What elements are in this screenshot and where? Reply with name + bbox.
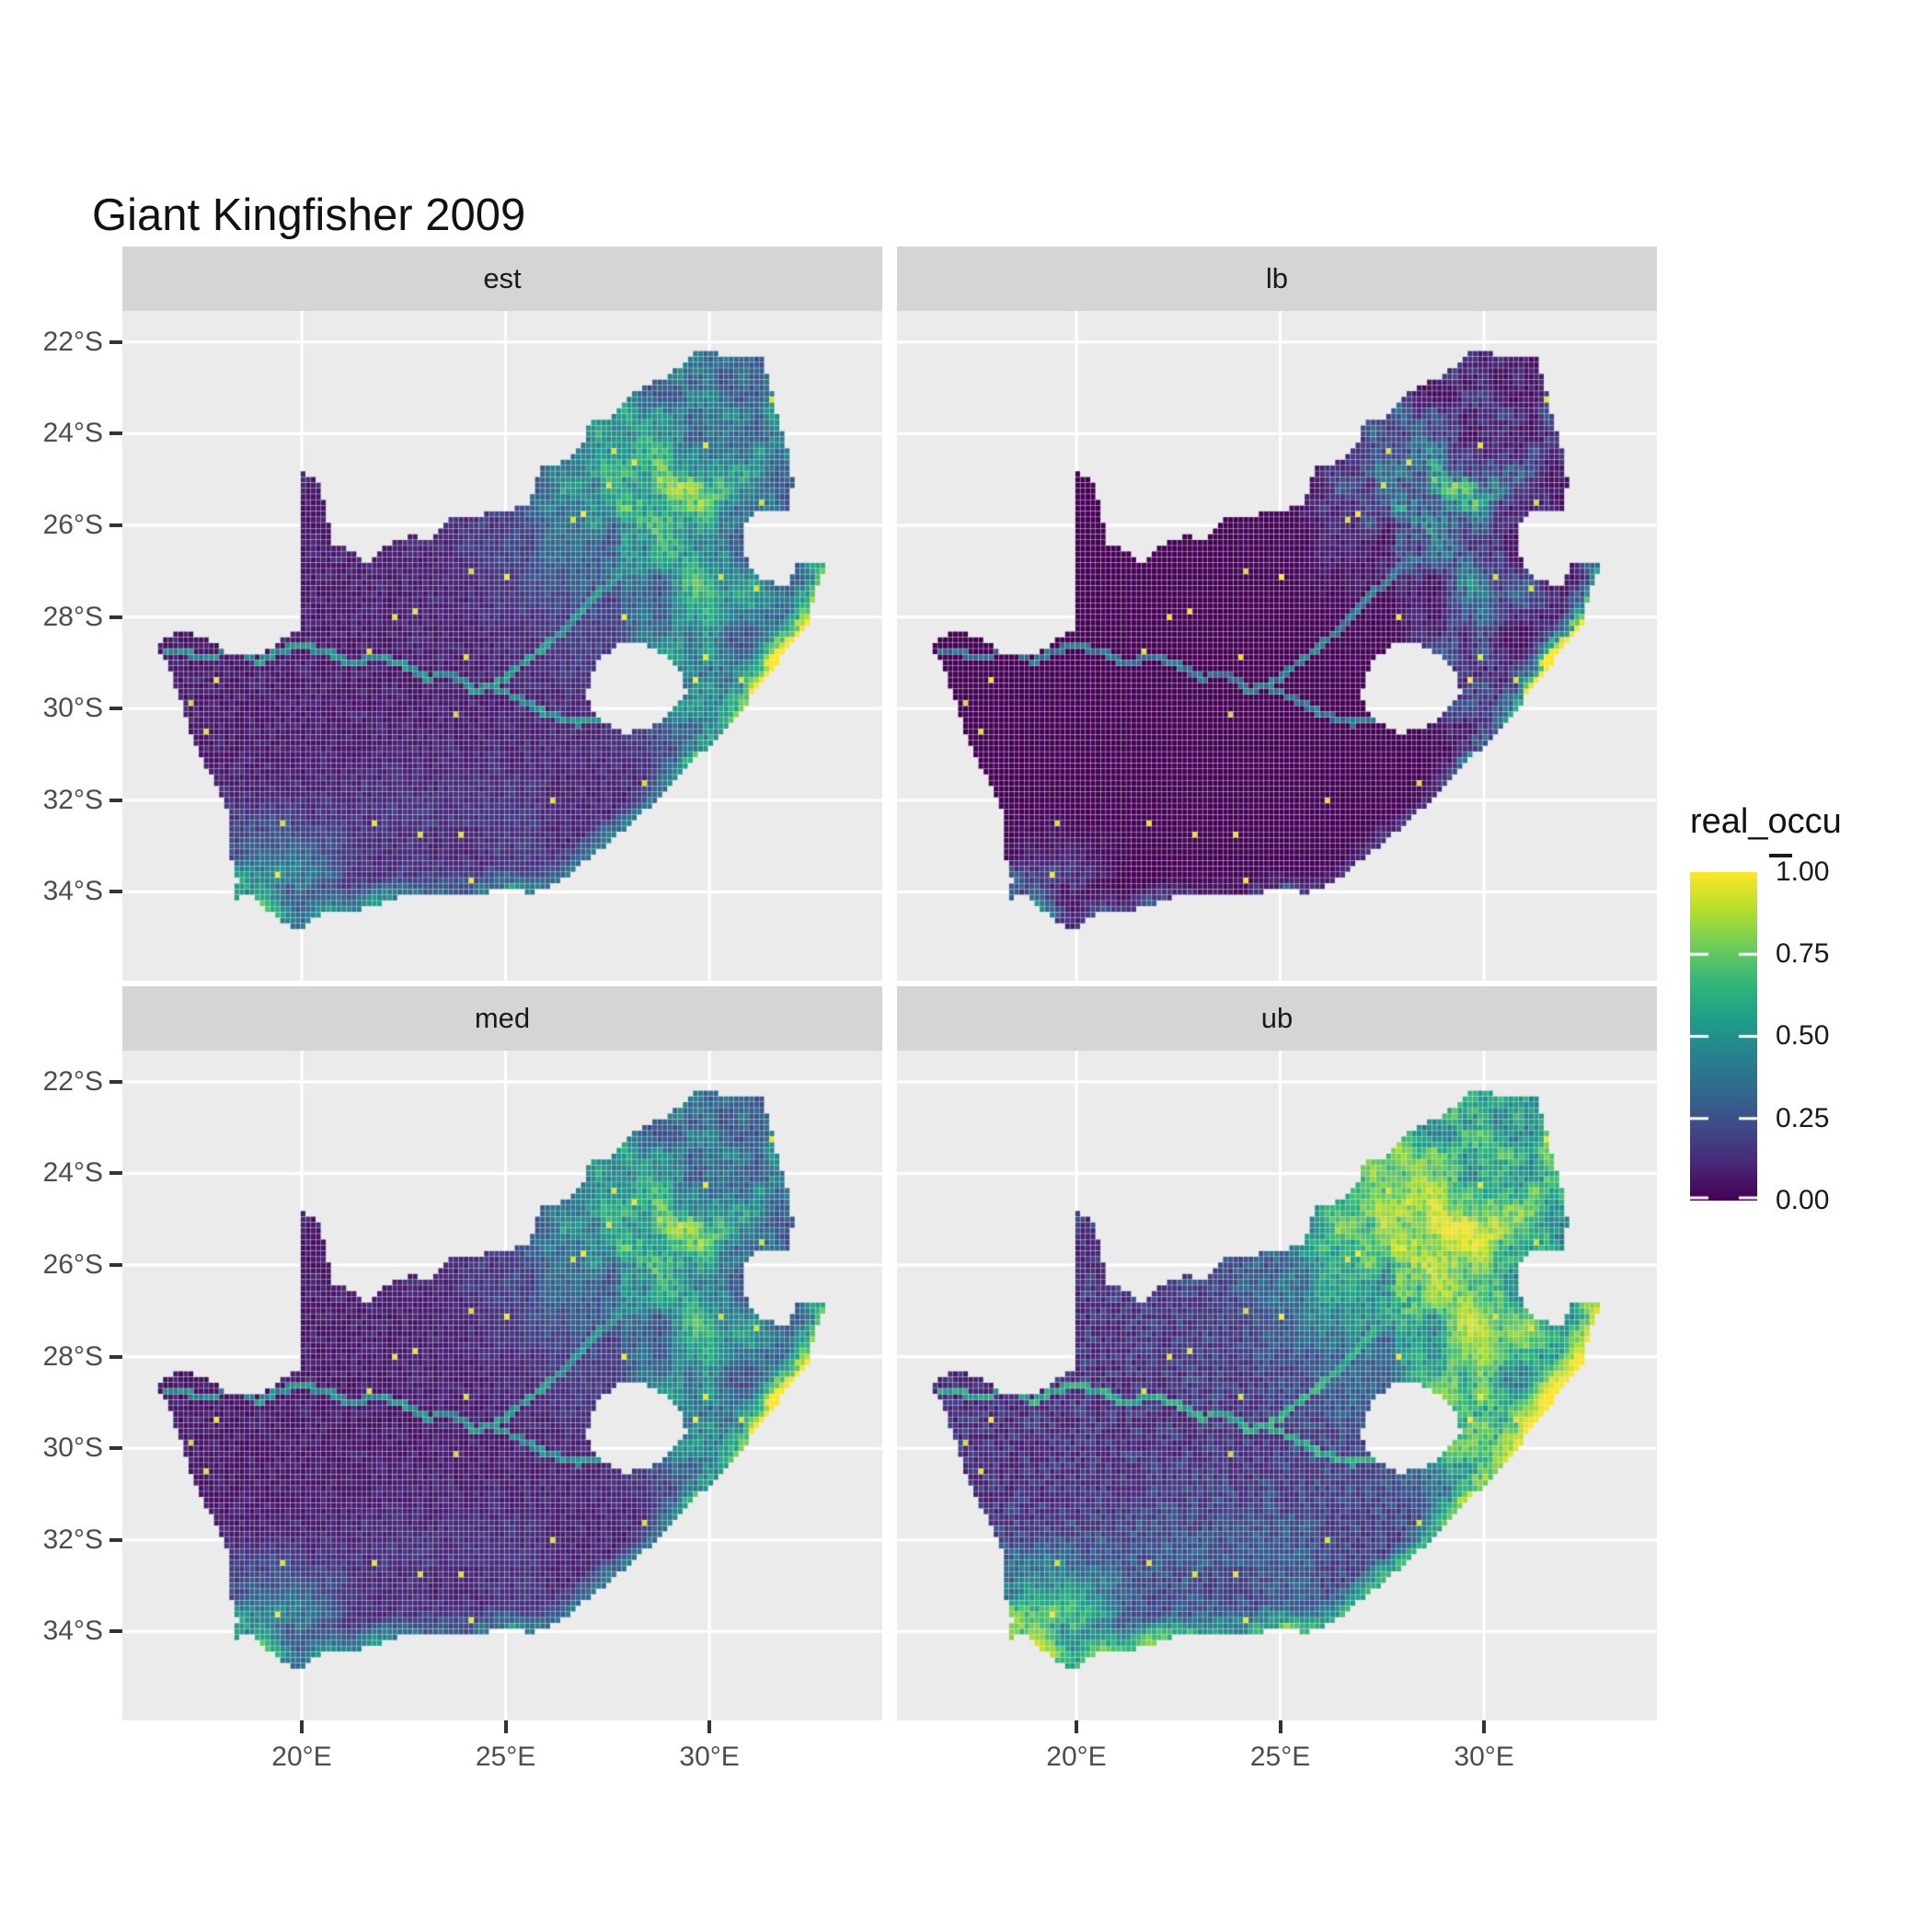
y-axis-label-34°S: 34°S — [42, 1616, 103, 1647]
x-axis-tick-25°E — [503, 1720, 508, 1733]
y-axis-label-26°S: 26°S — [42, 1249, 103, 1281]
x-axis-tick-20°E — [1074, 1720, 1078, 1733]
y-axis-tick-32°S — [109, 1537, 122, 1542]
y-axis-tick-22°S — [109, 339, 122, 344]
y-axis-label-22°S: 22°S — [42, 326, 103, 357]
facet-strip-label-est: est — [483, 262, 522, 294]
facet-strip-med: med — [122, 986, 882, 1051]
y-axis-tick-28°S — [109, 1354, 122, 1359]
x-axis-label-30°E: 30°E — [1454, 1742, 1514, 1772]
y-axis-label-32°S: 32°S — [42, 784, 103, 815]
y-axis-tick-32°S — [109, 798, 122, 802]
plot-title: Giant Kingfisher 2009 — [92, 190, 526, 240]
legend-title: real_occu — [1690, 802, 1842, 841]
y-axis-label-34°S: 34°S — [42, 876, 103, 907]
facet-strip-label-ub: ub — [1260, 1002, 1294, 1034]
legend-label-100: 1.00 — [1776, 857, 1830, 887]
legend-label-050: 0.50 — [1776, 1020, 1830, 1051]
x-axis-label-20°E: 20°E — [1046, 1742, 1107, 1772]
y-axis-tick-26°S — [109, 1263, 122, 1268]
x-axis-label-30°E: 30°E — [679, 1742, 740, 1772]
y-axis-tick-28°S — [109, 615, 122, 619]
y-axis-tick-24°S — [109, 1171, 122, 1176]
legend-label-075: 0.75 — [1776, 938, 1830, 969]
facet-strip-est: est — [122, 247, 882, 311]
facet-strip-label-med: med — [474, 1002, 531, 1034]
legend-colorbar — [1690, 872, 1757, 1201]
legend-top-tick — [1769, 854, 1792, 857]
x-axis-tick-25°E — [1278, 1720, 1282, 1733]
facet-strip-ub: ub — [897, 986, 1657, 1051]
y-axis-tick-30°S — [109, 1446, 122, 1451]
x-axis-tick-30°E — [1482, 1720, 1487, 1733]
map-panel-est — [122, 311, 882, 981]
y-axis-label-30°S: 30°S — [42, 693, 103, 724]
facet-strip-label-lb: lb — [1265, 262, 1289, 294]
y-axis-tick-24°S — [109, 431, 122, 436]
y-axis-tick-34°S — [109, 890, 122, 894]
y-axis-label-24°S: 24°S — [42, 1157, 103, 1189]
legend-label-025: 0.25 — [1776, 1103, 1830, 1133]
facet-strip-lb: lb — [897, 247, 1657, 311]
y-axis-label-28°S: 28°S — [42, 1340, 103, 1372]
y-axis-tick-34°S — [109, 1629, 122, 1634]
x-axis-label-20°E: 20°E — [271, 1742, 332, 1772]
y-axis-label-30°S: 30°S — [42, 1432, 103, 1464]
y-axis-tick-22°S — [109, 1079, 122, 1084]
map-panel-ub — [897, 1051, 1657, 1720]
x-axis-label-25°E: 25°E — [1249, 1742, 1311, 1772]
y-axis-label-24°S: 24°S — [42, 418, 103, 449]
y-axis-tick-26°S — [109, 523, 122, 528]
map-panel-lb — [897, 311, 1657, 981]
x-axis-tick-30°E — [707, 1720, 712, 1733]
y-axis-label-28°S: 28°S — [42, 601, 103, 632]
y-axis-label-32°S: 32°S — [42, 1524, 103, 1555]
x-axis-label-25°E: 25°E — [475, 1742, 536, 1772]
y-axis-label-26°S: 26°S — [42, 510, 103, 541]
y-axis-tick-30°S — [109, 707, 122, 711]
x-axis-tick-20°E — [299, 1720, 304, 1733]
map-panel-med — [122, 1051, 882, 1720]
y-axis-label-22°S: 22°S — [42, 1065, 103, 1097]
legend-label-000: 0.00 — [1776, 1185, 1830, 1215]
